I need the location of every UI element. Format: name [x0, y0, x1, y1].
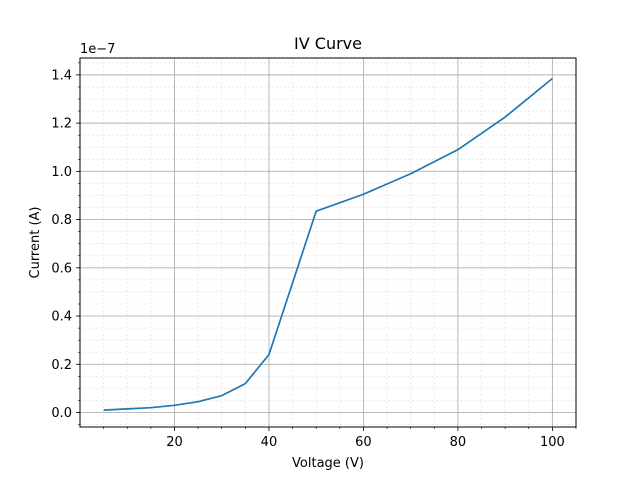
y-tick-label: 1.0: [51, 165, 72, 180]
y-tick-label: 0.8: [51, 213, 72, 228]
major-grid: [80, 58, 576, 427]
x-tick-label: 40: [261, 435, 278, 450]
y-axis-scale-factor: 1e−7: [80, 42, 115, 57]
chart-title: IV Curve: [294, 34, 362, 53]
y-tick-label: 0.6: [51, 261, 72, 276]
y-tick-label: 0.2: [51, 358, 72, 373]
plot-frame: [79, 57, 577, 428]
x-tick-label: 80: [450, 435, 467, 450]
x-axis-label: Voltage (V): [292, 456, 364, 471]
y-tick-label: 1.4: [51, 68, 72, 83]
series-line-0: [103, 77, 553, 411]
y-axis-label: Current (A): [28, 207, 43, 279]
x-tick-label: 60: [355, 435, 372, 450]
y-tick-label: 0.4: [51, 310, 72, 325]
y-tick-label: 0.0: [51, 406, 72, 421]
x-tick-label: 20: [166, 435, 183, 450]
y-axis-ticks: 0.0 0.2 0.4 0.6 0.8 1.0 1.2 1.4: [51, 62, 80, 425]
x-tick-label: 100: [540, 435, 565, 450]
minor-grid: [80, 58, 577, 427]
y-tick-label: 1.2: [51, 117, 72, 132]
x-axis-ticks: 20 40 60 80 100: [103, 427, 577, 450]
series-layer: [103, 77, 553, 411]
